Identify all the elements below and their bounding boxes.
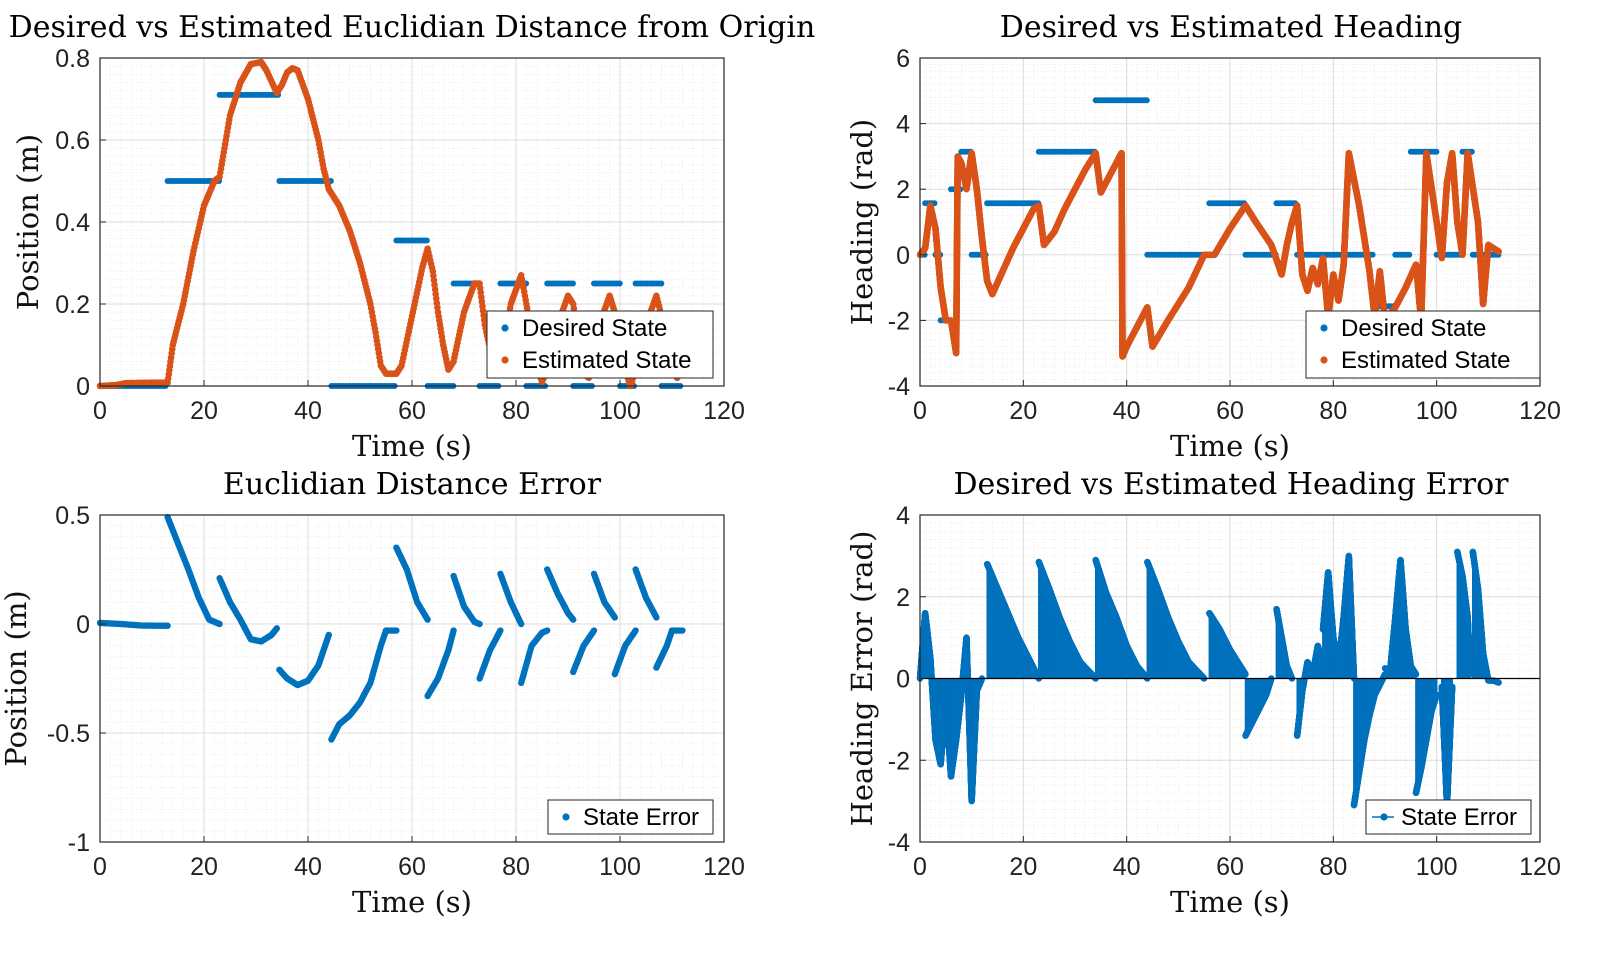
data-point	[1406, 251, 1413, 258]
y-tick-label: 0	[76, 373, 90, 401]
x-axis-label: Time (s)	[352, 429, 472, 463]
x-tick-label: 20	[190, 397, 218, 425]
x-tick-label: 0	[93, 397, 107, 425]
y-tick-label: 0.8	[55, 45, 90, 73]
y-tick-label: 0.6	[55, 127, 90, 155]
data-point	[569, 280, 576, 287]
data-point	[423, 237, 430, 244]
chart-title: Desired vs Estimated Euclidian Distance …	[9, 10, 816, 45]
y-axis-label: Position (m)	[11, 134, 45, 310]
x-tick-label: 80	[502, 397, 530, 425]
data-point	[616, 280, 623, 287]
y-tick-label: 0.2	[55, 291, 90, 319]
x-tick-label: 120	[703, 397, 745, 425]
data-point	[1433, 148, 1440, 155]
x-tick-label: 40	[294, 397, 322, 425]
legend-marker	[501, 356, 509, 364]
legend-entry: Desired State	[522, 315, 667, 342]
y-tick-label: 0.4	[55, 209, 90, 237]
x-tick-label: 100	[599, 397, 641, 425]
legend: Desired State Estimated State	[486, 310, 714, 379]
legend-marker	[501, 324, 509, 332]
data-point	[1143, 97, 1150, 104]
legend-entry: Estimated State	[522, 347, 691, 374]
data-point	[658, 280, 665, 287]
x-tick-label: 60	[398, 397, 426, 425]
